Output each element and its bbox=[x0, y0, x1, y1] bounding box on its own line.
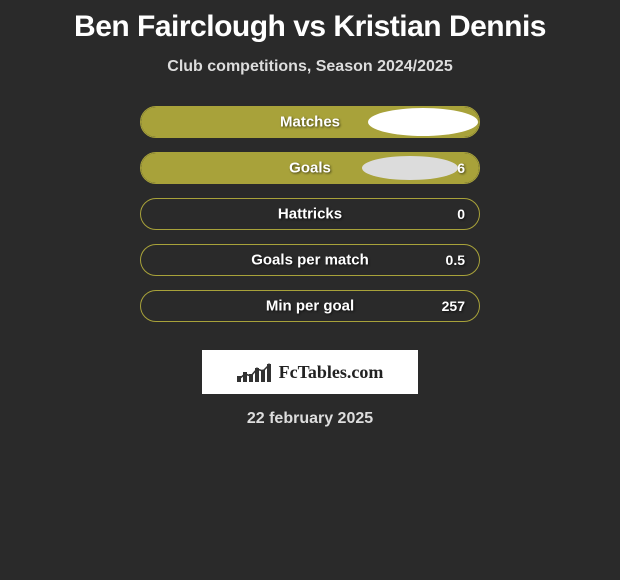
stat-bar: Goals per match 0.5 bbox=[140, 244, 480, 276]
stat-value: 0.5 bbox=[446, 252, 465, 268]
subtitle: Club competitions, Season 2024/2025 bbox=[167, 58, 452, 76]
fctables-logo[interactable]: FcTables.com bbox=[202, 350, 418, 394]
stat-value: 0 bbox=[457, 206, 465, 222]
stat-label: Goals bbox=[289, 160, 331, 177]
stat-rows: Matches12 Goals 6 Hattricks 0 Goals per match… bbox=[140, 106, 480, 336]
right-player-ellipse bbox=[368, 108, 478, 136]
page-title: Ben Fairclough vs Kristian Dennis bbox=[74, 10, 546, 44]
stat-label: Matches bbox=[280, 114, 340, 131]
date-text: 22 february 2025 bbox=[247, 410, 373, 428]
stat-value: 6 bbox=[457, 160, 465, 176]
comparison-widget: Ben Fairclough vs Kristian Dennis Club c… bbox=[0, 0, 620, 428]
stat-value: 257 bbox=[442, 298, 465, 314]
stat-row: Min per goal 257 bbox=[140, 290, 480, 322]
stat-bar: Min per goal 257 bbox=[140, 290, 480, 322]
stat-label: Goals per match bbox=[251, 252, 369, 269]
stat-row: Hattricks 0 bbox=[140, 198, 480, 230]
logo-chart-icon bbox=[237, 362, 273, 382]
stat-row: Goals 6 bbox=[140, 152, 480, 184]
stat-row: Matches12 bbox=[140, 106, 480, 138]
stat-bar: Hattricks 0 bbox=[140, 198, 480, 230]
stat-row: Goals per match 0.5 bbox=[140, 244, 480, 276]
stat-label: Min per goal bbox=[266, 298, 354, 315]
stat-label: Hattricks bbox=[278, 206, 342, 223]
logo-trend-line bbox=[237, 362, 273, 382]
right-player-ellipse bbox=[362, 156, 458, 180]
logo-text: FcTables.com bbox=[279, 362, 384, 383]
